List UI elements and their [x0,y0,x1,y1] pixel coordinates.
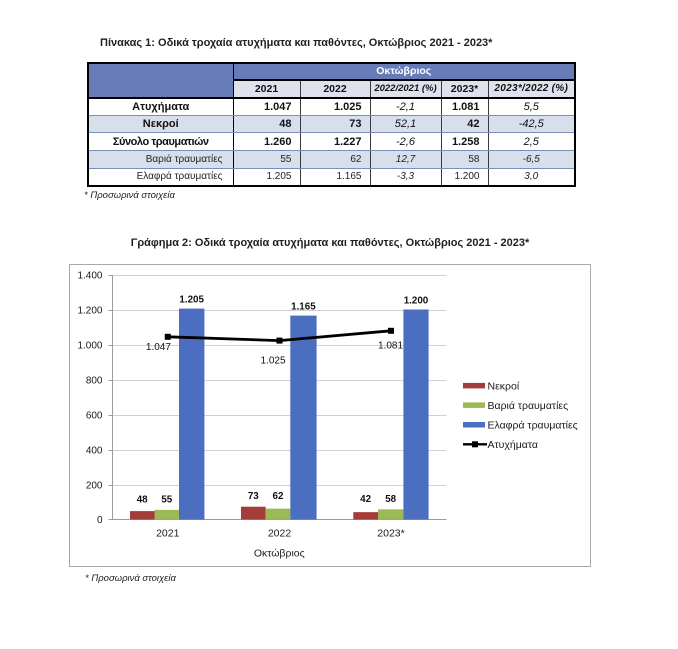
svg-text:Ατυχήματα: Ατυχήματα [488,439,538,451]
svg-text:55: 55 [161,494,172,505]
svg-text:58: 58 [385,494,396,505]
svg-text:Ελαφρά τραυματίες: Ελαφρά τραυματίες [488,420,578,432]
svg-text:200: 200 [86,481,103,492]
svg-text:0: 0 [97,515,103,526]
svg-text:2022: 2022 [268,528,292,540]
svg-text:400: 400 [86,446,103,457]
svg-text:1.205: 1.205 [179,295,204,306]
svg-text:600: 600 [86,411,103,422]
svg-text:1.200: 1.200 [77,306,102,317]
svg-text:2021: 2021 [156,528,180,540]
svg-text:Οκτώβριος: Οκτώβριος [254,548,305,560]
svg-text:1.025: 1.025 [260,356,285,367]
svg-text:1.400: 1.400 [77,271,102,282]
svg-text:62: 62 [273,491,284,502]
svg-text:48: 48 [137,494,148,505]
svg-text:1.081: 1.081 [378,341,403,352]
svg-text:42: 42 [360,494,371,505]
svg-text:Βαριά τραυματίες: Βαριά τραυματίες [488,400,569,412]
svg-text:1.047: 1.047 [146,342,171,353]
svg-text:73: 73 [248,491,259,502]
svg-text:1.200: 1.200 [404,296,429,307]
svg-text:2023*: 2023* [377,528,404,540]
svg-text:1.165: 1.165 [291,302,316,313]
svg-text:1.000: 1.000 [77,341,102,352]
svg-text:800: 800 [86,376,103,387]
svg-text:Νεκροί: Νεκροί [488,380,520,392]
